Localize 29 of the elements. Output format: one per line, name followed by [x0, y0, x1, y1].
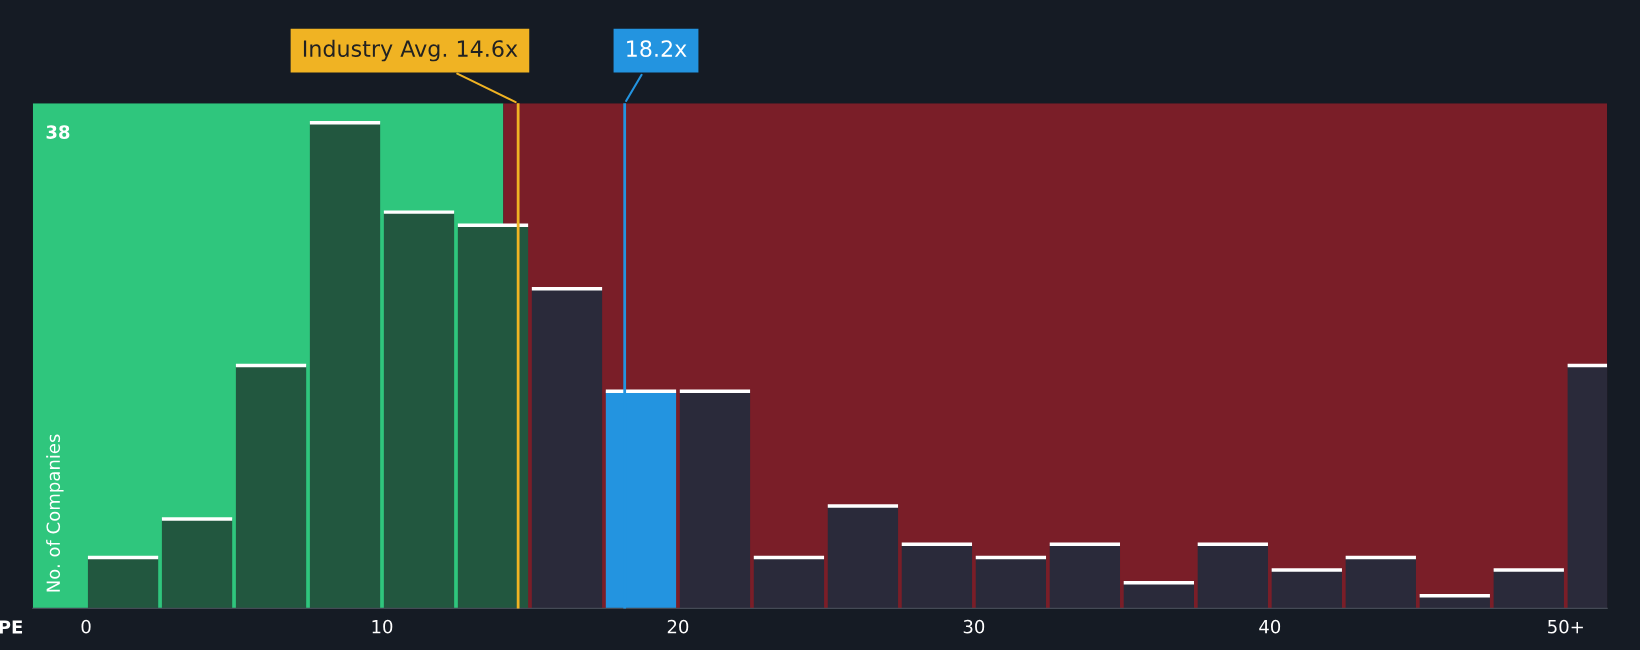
bar	[679, 391, 751, 609]
bar	[87, 557, 159, 609]
bar	[457, 225, 529, 609]
x-tick-label: 30	[963, 619, 985, 634]
bar	[1197, 544, 1268, 609]
annotation: 38	[46, 125, 70, 139]
bar	[753, 557, 825, 609]
bar	[1271, 570, 1342, 609]
ref-line-label: 18.2x	[627, 40, 687, 58]
x-tick-label: 20	[667, 619, 689, 634]
x-tick-label: 40	[1259, 619, 1281, 634]
bar	[1493, 570, 1564, 609]
bar	[531, 288, 603, 609]
bar	[235, 365, 307, 609]
bar	[975, 557, 1047, 609]
bar	[827, 505, 899, 609]
bar	[161, 519, 233, 609]
bar	[901, 544, 973, 609]
x-tick-label: 10	[372, 619, 393, 634]
y-axis-title: No. of Companies	[46, 434, 64, 592]
bar	[309, 122, 381, 609]
x-axis-title: PE	[0, 620, 23, 634]
bar	[383, 212, 455, 609]
x-tick-label: 0	[81, 619, 91, 634]
bar	[1049, 544, 1121, 609]
ref-line-label: Industry Avg. 14.6x	[303, 39, 518, 62]
bar	[1123, 582, 1194, 609]
x-tick-label: 50+	[1548, 619, 1583, 634]
bar	[1345, 557, 1416, 609]
